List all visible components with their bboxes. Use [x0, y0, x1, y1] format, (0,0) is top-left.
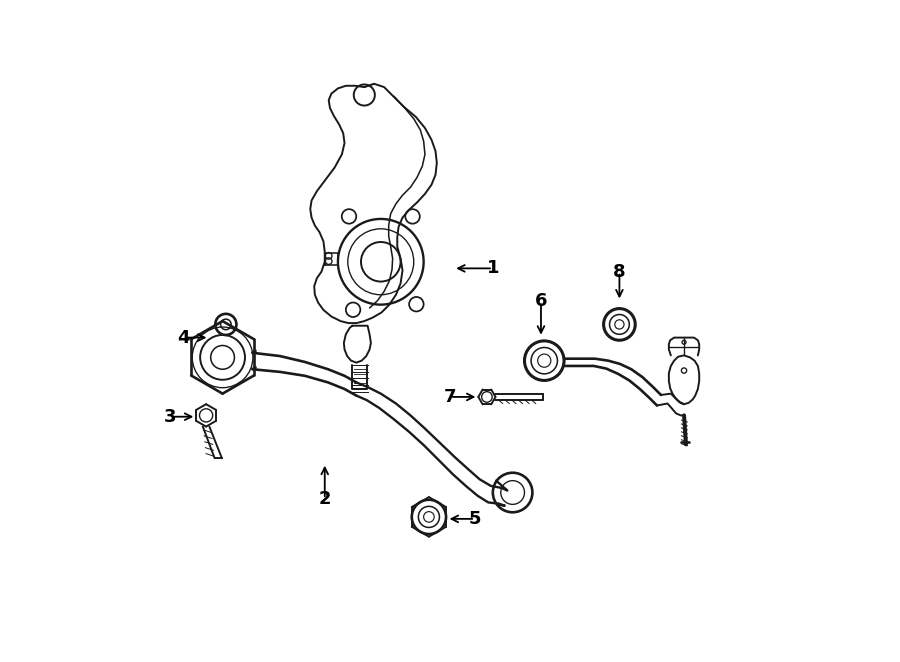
- Text: 3: 3: [164, 408, 176, 426]
- Text: 6: 6: [535, 293, 547, 310]
- Text: 1: 1: [487, 260, 500, 277]
- Text: 5: 5: [469, 510, 482, 528]
- Text: 7: 7: [444, 388, 456, 406]
- Text: 2: 2: [319, 490, 331, 508]
- Text: 4: 4: [176, 328, 189, 347]
- Text: 8: 8: [613, 263, 626, 281]
